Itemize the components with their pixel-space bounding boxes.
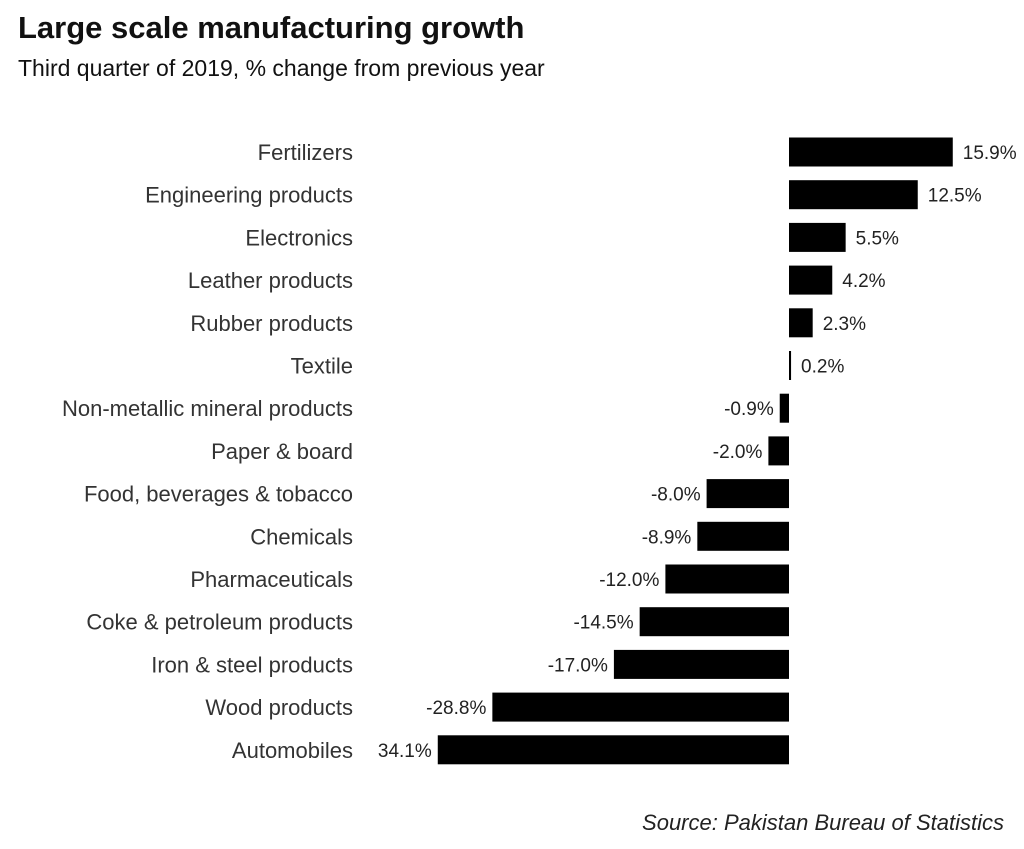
value-label: 5.5% — [856, 228, 899, 249]
bar — [779, 393, 789, 423]
bar — [789, 137, 953, 167]
bar — [613, 649, 789, 679]
value-label: 34.1% — [378, 741, 432, 762]
value-label: -0.9% — [724, 399, 774, 420]
category-label: Fertilizers — [258, 140, 353, 165]
value-label: -17.0% — [548, 655, 608, 676]
value-label: -28.8% — [426, 698, 486, 719]
bar — [492, 692, 789, 722]
category-label: Pharmaceuticals — [190, 567, 353, 592]
bar — [706, 479, 789, 509]
category-label: Non-metallic mineral products — [62, 396, 353, 421]
bar — [437, 735, 789, 765]
category-label: Engineering products — [145, 183, 353, 208]
value-label: -8.9% — [642, 527, 692, 548]
bar — [789, 351, 792, 380]
category-label: Leather products — [188, 268, 353, 293]
category-label: Paper & board — [211, 439, 353, 464]
bar — [789, 222, 846, 252]
value-label: -12.0% — [599, 570, 659, 591]
category-label: Iron & steel products — [151, 652, 353, 677]
bar — [789, 265, 833, 295]
category-label: Rubber products — [190, 311, 353, 336]
category-label: Automobiles — [232, 738, 353, 763]
source-note: Source: Pakistan Bureau of Statistics — [642, 810, 1004, 835]
value-label: 15.9% — [963, 143, 1017, 164]
category-label: Food, beverages & tobacco — [84, 482, 353, 507]
chart-subtitle: Third quarter of 2019, % change from pre… — [18, 55, 545, 81]
bar — [789, 308, 813, 338]
category-label: Electronics — [245, 225, 353, 250]
category-label: Coke & petroleum products — [86, 610, 353, 635]
chart-title: Large scale manufacturing growth — [18, 10, 525, 45]
value-label: -8.0% — [651, 485, 701, 506]
bar — [789, 180, 918, 210]
value-label: -2.0% — [713, 442, 763, 463]
value-label: 4.2% — [842, 271, 885, 292]
bar — [697, 521, 789, 551]
category-label: Wood products — [205, 695, 353, 720]
bar — [768, 436, 789, 466]
bar — [665, 564, 789, 594]
category-label: Chemicals — [250, 524, 353, 549]
bar — [639, 607, 789, 637]
value-label: 0.2% — [801, 357, 844, 378]
value-label: -14.5% — [573, 613, 633, 634]
value-label: 2.3% — [823, 314, 866, 335]
value-label: 12.5% — [928, 186, 982, 207]
category-label: Textile — [291, 354, 353, 379]
